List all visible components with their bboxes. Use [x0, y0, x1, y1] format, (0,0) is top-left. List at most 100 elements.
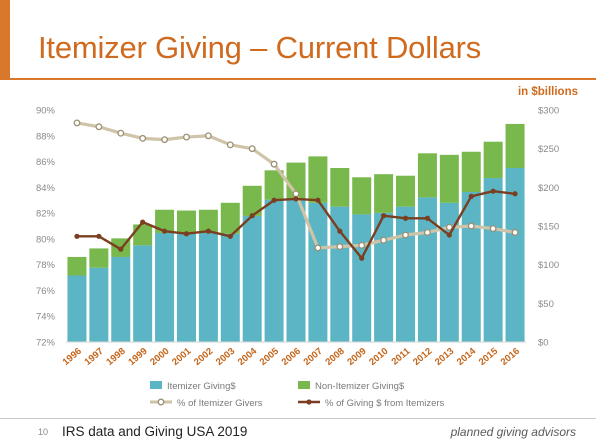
point-pct-givers-2001	[183, 133, 190, 141]
bar-itemizer-2006	[286, 198, 306, 342]
x-axis-year-label: 2011	[390, 345, 413, 367]
point-pct-givers-2014	[467, 222, 475, 230]
right-axis-tick: $100	[538, 260, 559, 271]
bar-itemizer-2010	[374, 212, 394, 342]
point-pct-dollars-2014	[468, 193, 474, 199]
legend-swatch-non-itemizer	[298, 381, 310, 389]
left-axis-tick: 84%	[36, 183, 56, 194]
point-pct-dollars-2013	[446, 232, 452, 238]
bar-itemizer-1996	[67, 275, 87, 342]
right-axis-tick: $50	[538, 299, 554, 310]
left-axis-tick: 74%	[36, 312, 56, 323]
bar-itemizer-1997	[89, 267, 109, 342]
point-pct-givers-1997	[95, 123, 103, 131]
footer-divider	[0, 418, 596, 419]
bar-itemizer-2002	[198, 232, 218, 342]
bar-non-itemizer-2015	[483, 141, 503, 179]
x-axis-year-label: 2008	[323, 346, 346, 368]
point-pct-givers-2000	[161, 136, 169, 144]
point-pct-givers-2002	[204, 132, 212, 140]
x-axis-year-label: 2013	[433, 346, 456, 368]
bar-itemizer-2004	[242, 215, 262, 342]
point-pct-dollars-2005	[271, 197, 277, 203]
legend-label: % of Giving $ from Itemizers	[325, 398, 445, 409]
point-pct-givers-2012	[423, 228, 431, 236]
point-pct-dollars-2007	[315, 197, 321, 203]
bar-non-itemizer-2011	[396, 175, 416, 207]
bar-itemizer-2015	[483, 178, 503, 342]
bar-non-itemizer-2012	[417, 153, 437, 198]
left-axis-tick: 80%	[36, 234, 56, 245]
point-pct-dollars-2010	[381, 213, 387, 219]
bar-non-itemizer-2003	[220, 202, 240, 234]
bar-itemizer-2000	[155, 232, 175, 342]
legend-label: Itemizer Giving$	[167, 381, 236, 392]
point-pct-givers-2013	[445, 223, 453, 231]
point-pct-dollars-1996	[74, 233, 80, 239]
legend-label: Non-Itemizer Giving$	[315, 381, 405, 392]
bar-non-itemizer-1997	[89, 248, 109, 268]
bar-non-itemizer-2007	[308, 156, 328, 203]
brand-logo-text: planned giving advisors	[450, 425, 576, 439]
right-axis-tick: $200	[538, 183, 559, 194]
point-pct-dollars-2016	[512, 191, 518, 197]
accent-bar	[0, 0, 10, 78]
bar-itemizer-2011	[396, 206, 416, 342]
page-number: 10	[38, 427, 49, 437]
x-axis-year-label: 2010	[367, 346, 390, 368]
x-axis-year-label: 1999	[126, 346, 149, 368]
bar-itemizer-2009	[352, 214, 372, 342]
point-pct-givers-1996	[73, 119, 81, 127]
bar-non-itemizer-2010	[374, 174, 394, 213]
legend-marker-pct-givers	[157, 398, 165, 406]
bar-itemizer-1999	[133, 245, 153, 342]
point-pct-givers-2003	[226, 141, 234, 149]
point-pct-dollars-2015	[490, 188, 496, 194]
left-axis-tick: 72%	[36, 338, 56, 349]
right-axis-tick: $300	[538, 106, 559, 117]
point-pct-givers-1999	[139, 134, 147, 142]
bar-non-itemizer-2005	[264, 170, 284, 200]
x-axis-year-label: 1997	[83, 346, 106, 368]
x-axis-year-label: 2003	[214, 346, 237, 368]
bar-non-itemizer-2013	[439, 154, 459, 203]
bar-itemizer-1998	[111, 256, 131, 342]
source-note: IRS data and Giving USA 2019	[62, 424, 248, 439]
legend-marker-pct-dollars	[306, 399, 312, 405]
bar-itemizer-2013	[439, 202, 459, 342]
bar-non-itemizer-2014	[461, 151, 481, 192]
bar-non-itemizer-2009	[352, 177, 372, 215]
point-pct-givers-2010	[380, 236, 388, 244]
point-pct-dollars-1998	[118, 246, 124, 252]
units-label: in $billions	[517, 86, 578, 98]
bar-non-itemizer-2016	[505, 123, 525, 168]
x-axis-year-label: 2001	[170, 345, 194, 367]
point-pct-givers-2006	[292, 190, 300, 198]
bar-non-itemizer-2008	[330, 168, 350, 207]
line-series-group	[73, 119, 519, 261]
bar-itemizer-2005	[264, 199, 284, 342]
bar-itemizer-2016	[505, 168, 525, 342]
left-axis-tick: 82%	[36, 209, 56, 220]
point-pct-dollars-1997	[96, 233, 102, 239]
legend-swatch-itemizer	[150, 381, 162, 389]
point-pct-dollars-2012	[424, 215, 431, 221]
point-pct-dollars-2003	[227, 233, 233, 239]
bar-non-itemizer-2000	[155, 209, 175, 233]
x-axis-year-label: 2015	[477, 345, 501, 367]
point-pct-dollars-2001	[183, 231, 190, 237]
x-axis-year-label: 2007	[302, 346, 325, 368]
bar-non-itemizer-1996	[67, 256, 87, 276]
x-axis-year-label: 1996	[61, 346, 84, 368]
point-pct-givers-2004	[248, 145, 256, 153]
x-axis-year-label: 2014	[455, 345, 479, 367]
bar-non-itemizer-2001	[176, 210, 196, 233]
bar-series-group	[67, 123, 525, 342]
right-axis-tick: $250	[538, 144, 559, 155]
bar-non-itemizer-2004	[242, 185, 262, 216]
x-axis-year-label: 2000	[148, 346, 171, 368]
bar-non-itemizer-1999	[133, 224, 153, 246]
point-pct-givers-2015	[489, 225, 497, 233]
